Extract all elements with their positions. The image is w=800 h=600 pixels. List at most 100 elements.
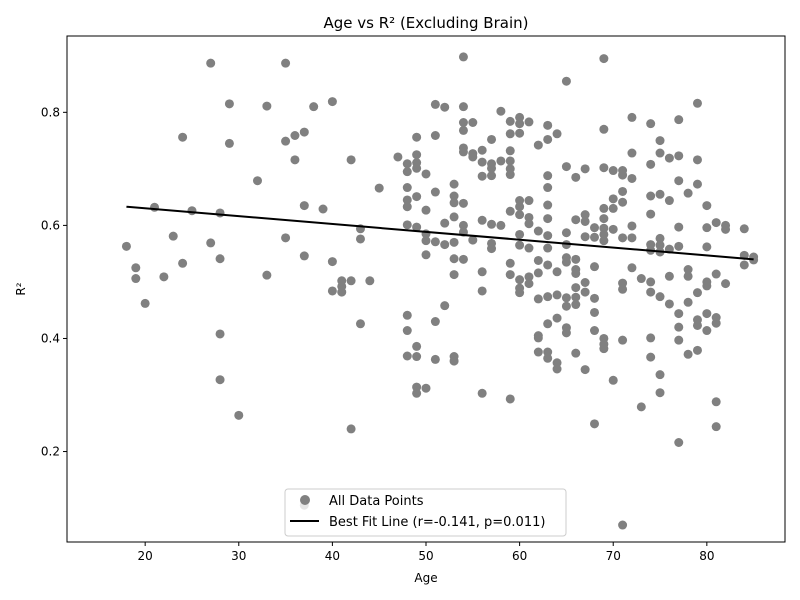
plot-area bbox=[121, 52, 759, 530]
data-point bbox=[543, 134, 553, 144]
data-point bbox=[449, 237, 459, 247]
data-point bbox=[449, 198, 459, 208]
data-point bbox=[664, 196, 674, 206]
data-point bbox=[692, 345, 702, 355]
y-axis: 0.2 0.4 0.6 0.8 bbox=[41, 105, 67, 459]
data-point bbox=[533, 226, 543, 236]
data-point bbox=[646, 287, 656, 297]
data-point bbox=[608, 224, 618, 234]
data-point bbox=[440, 301, 450, 311]
data-point bbox=[580, 287, 590, 297]
data-point bbox=[168, 231, 178, 241]
data-point bbox=[599, 344, 609, 354]
data-point bbox=[674, 322, 684, 332]
legend-label-all-data-points: All Data Points bbox=[329, 494, 424, 509]
data-point bbox=[590, 262, 600, 272]
data-point bbox=[608, 166, 618, 176]
data-point bbox=[590, 326, 600, 336]
data-point bbox=[599, 203, 609, 213]
x-axis-label: Age bbox=[414, 571, 437, 585]
data-point bbox=[618, 170, 628, 180]
data-point bbox=[496, 220, 506, 230]
data-point bbox=[655, 189, 665, 199]
data-point bbox=[281, 233, 291, 243]
legend-marker-all-data-points bbox=[300, 495, 310, 505]
data-point bbox=[683, 188, 693, 198]
data-point bbox=[711, 269, 721, 279]
data-point bbox=[533, 294, 543, 304]
data-point bbox=[739, 224, 749, 234]
data-point bbox=[618, 284, 628, 294]
data-point bbox=[524, 212, 534, 222]
data-point bbox=[187, 206, 197, 216]
data-point bbox=[215, 375, 225, 385]
data-point bbox=[290, 155, 300, 165]
data-point bbox=[533, 268, 543, 278]
data-point bbox=[468, 118, 478, 128]
data-point bbox=[674, 437, 684, 447]
data-point bbox=[309, 102, 319, 112]
data-point bbox=[543, 292, 553, 302]
data-point bbox=[533, 347, 543, 357]
data-point bbox=[561, 293, 571, 303]
data-point bbox=[646, 209, 656, 219]
data-point bbox=[131, 263, 141, 273]
data-point bbox=[440, 102, 450, 112]
data-point bbox=[515, 196, 525, 206]
data-point bbox=[215, 254, 225, 264]
data-point bbox=[421, 383, 431, 393]
data-point bbox=[299, 201, 309, 211]
data-point bbox=[683, 297, 693, 307]
data-point bbox=[477, 267, 487, 277]
data-point bbox=[327, 286, 337, 296]
data-point bbox=[543, 353, 553, 363]
data-point bbox=[252, 176, 262, 186]
data-point bbox=[421, 205, 431, 215]
data-point bbox=[590, 419, 600, 429]
data-point bbox=[346, 424, 356, 434]
data-point bbox=[702, 201, 712, 211]
data-point bbox=[533, 255, 543, 265]
data-point bbox=[477, 286, 487, 296]
data-point bbox=[468, 152, 478, 162]
data-point bbox=[543, 243, 553, 253]
data-point bbox=[543, 231, 553, 241]
data-point bbox=[618, 197, 628, 207]
data-point bbox=[458, 147, 468, 157]
data-point bbox=[487, 134, 497, 144]
data-point bbox=[702, 223, 712, 233]
data-point bbox=[458, 125, 468, 135]
data-point bbox=[402, 351, 412, 361]
data-point bbox=[664, 153, 674, 163]
data-point bbox=[206, 238, 216, 248]
data-point bbox=[412, 388, 422, 398]
data-point bbox=[430, 99, 440, 109]
data-point bbox=[674, 241, 684, 251]
data-point bbox=[655, 388, 665, 398]
data-point bbox=[412, 132, 422, 142]
data-point bbox=[543, 214, 553, 224]
data-point bbox=[636, 402, 646, 412]
data-point bbox=[430, 317, 440, 327]
data-point bbox=[505, 129, 515, 139]
data-point bbox=[749, 255, 759, 265]
data-point bbox=[711, 397, 721, 407]
y-tick-label: 0.2 bbox=[41, 445, 60, 459]
data-point bbox=[674, 151, 684, 161]
data-point bbox=[580, 164, 590, 174]
data-point bbox=[131, 274, 141, 284]
data-point bbox=[355, 234, 365, 244]
data-point bbox=[533, 333, 543, 343]
data-point bbox=[655, 136, 665, 146]
data-point bbox=[515, 119, 525, 129]
data-point bbox=[571, 348, 581, 358]
data-point bbox=[337, 287, 347, 297]
data-point bbox=[721, 279, 731, 289]
data-point bbox=[346, 276, 356, 286]
data-point bbox=[515, 288, 525, 298]
data-point bbox=[646, 277, 656, 287]
data-point bbox=[627, 173, 637, 183]
data-point bbox=[692, 320, 702, 330]
data-point bbox=[664, 271, 674, 281]
data-point bbox=[543, 319, 553, 329]
